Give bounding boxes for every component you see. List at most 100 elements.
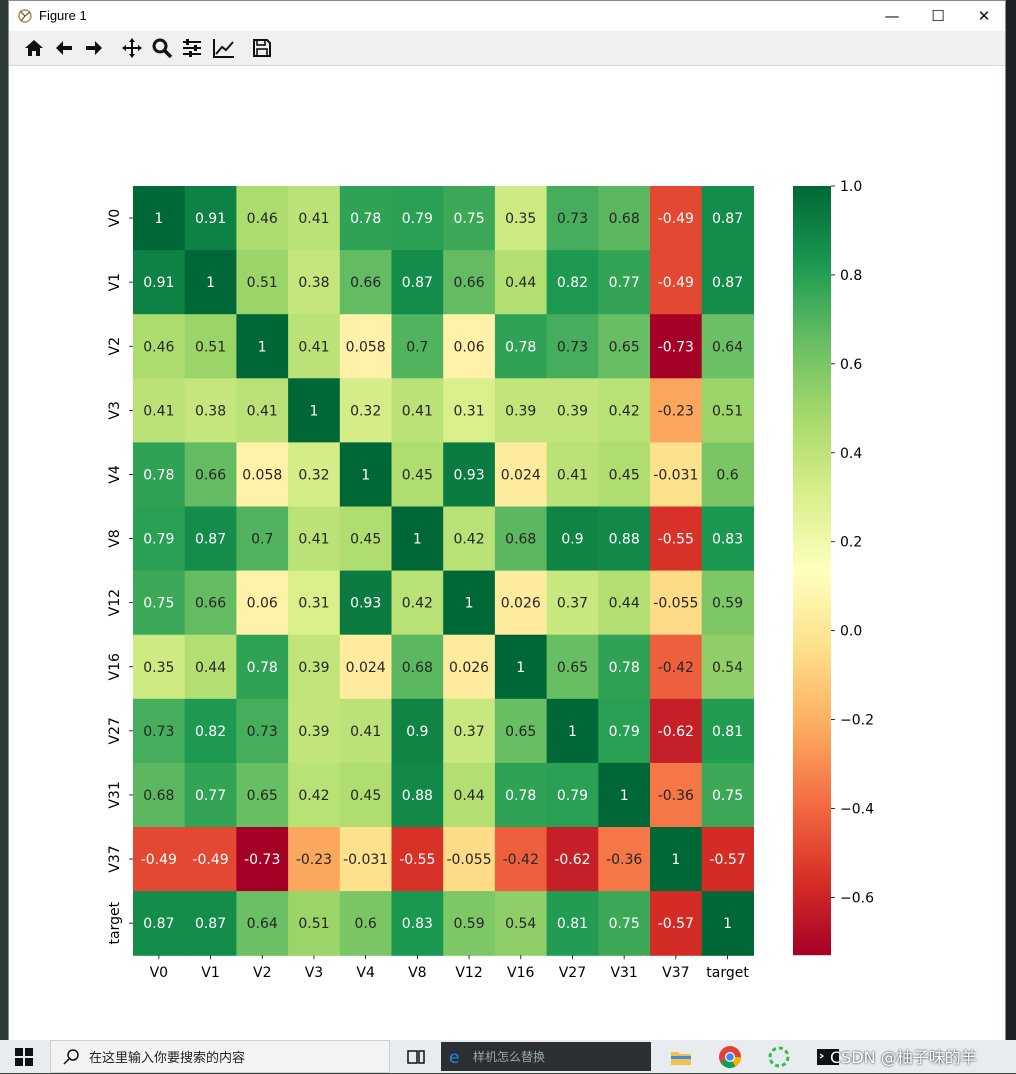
x-tick-label: V2 <box>253 965 271 981</box>
heatmap-cell-annotation: 0.41 <box>402 403 433 419</box>
heatmap-cell <box>288 378 341 443</box>
heatmap-cell <box>546 570 599 636</box>
heatmap-cell-annotation: 0.41 <box>557 467 588 483</box>
heatmap-cell <box>650 186 703 251</box>
y-tick-label: V2 <box>107 337 123 355</box>
heatmap-cell-annotation: 0.87 <box>712 275 743 291</box>
y-tick-label: V16 <box>107 653 123 680</box>
heatmap-cell <box>184 762 237 828</box>
heatmap-cell-annotation: 0.41 <box>143 403 174 419</box>
heatmap-cell-annotation: -0.031 <box>653 467 698 483</box>
heatmap-cell <box>443 314 496 379</box>
heatmap-cell-annotation: 0.9 <box>406 724 428 740</box>
heatmap-cell-annotation: 0.46 <box>247 211 278 227</box>
forward-icon[interactable] <box>81 35 107 61</box>
heatmap-cell <box>598 762 651 828</box>
heatmap-cell <box>494 506 548 572</box>
minimize-button[interactable]: — <box>884 7 900 25</box>
maximize-button[interactable]: ☐ <box>931 7 945 25</box>
heatmap-cell <box>494 186 548 251</box>
heatmap-cell-annotation: 0.39 <box>298 660 329 676</box>
heatmap-cell-annotation: 0.39 <box>557 403 588 419</box>
heatmap-cell <box>288 186 341 251</box>
heatmap-cell <box>391 378 444 443</box>
heatmap-cell <box>133 827 186 892</box>
heatmap-cell-annotation: 0.66 <box>350 275 381 291</box>
heatmap-cell <box>339 634 393 700</box>
heatmap-cell <box>339 250 393 315</box>
figure-canvas[interactable]: 1 0.91 0.46 0.41 0.78 0.79 0.75 0.35 0.73 0.68 -0.… <box>9 66 1005 1041</box>
heatmap-cell-annotation: -0.55 <box>658 532 694 548</box>
y-tick-label: V12 <box>107 589 123 616</box>
heatmap-cell-annotation: 0.73 <box>557 211 588 227</box>
configure-subplots-icon[interactable] <box>179 35 205 61</box>
heatmap-cell-annotation: 0.66 <box>195 596 226 612</box>
heatmap-cell-annotation: 0.51 <box>712 403 743 419</box>
heatmap-cell-annotation: 0.024 <box>346 660 386 676</box>
heatmap-cell <box>443 506 496 572</box>
heatmap-cell <box>184 314 237 379</box>
heatmap-cell-annotation: 0.78 <box>505 788 536 804</box>
heatmap-cell <box>133 186 186 251</box>
heatmap-cell-annotation: -0.42 <box>658 660 694 676</box>
heatmap-cell-annotation: 0.31 <box>298 596 329 612</box>
back-icon[interactable] <box>51 35 77 61</box>
heatmap-cell <box>288 442 341 508</box>
heatmap-cell <box>236 378 289 443</box>
zoom-icon[interactable] <box>149 35 175 61</box>
desktop-background-right <box>1006 0 1016 1040</box>
heatmap-cell <box>494 634 548 700</box>
save-icon[interactable] <box>249 35 275 61</box>
heatmap-cell <box>598 442 651 508</box>
heatmap-cell-annotation: 0.7 <box>406 339 428 355</box>
title-bar[interactable]: Figure 1 — ☐ ✕ <box>9 1 1005 31</box>
chrome-icon[interactable] <box>717 1044 743 1070</box>
close-button[interactable]: ✕ <box>977 7 991 25</box>
heatmap-cell-annotation: 0.68 <box>143 788 174 804</box>
edit-axis-icon[interactable] <box>211 35 237 61</box>
heatmap-cell <box>391 442 444 508</box>
heatmap-cell-annotation: 0.79 <box>609 724 640 740</box>
task-view-icon[interactable] <box>403 1044 429 1070</box>
home-icon[interactable] <box>21 35 47 61</box>
heatmap-cell <box>494 698 548 764</box>
heatmap-cell <box>546 891 599 956</box>
file-explorer-icon[interactable] <box>668 1044 694 1070</box>
heatmap-cell-annotation: 0.87 <box>143 916 174 932</box>
heatmap-cell-annotation: 0.82 <box>557 275 588 291</box>
csdn-watermark: CSDN @柚子味的羊 <box>830 1048 977 1067</box>
heatmap-cell <box>236 634 289 700</box>
heatmap-cell-annotation: -0.23 <box>658 403 694 419</box>
heatmap-cell <box>236 506 289 572</box>
heatmap-cell <box>494 250 548 315</box>
heatmap-cell <box>391 314 444 379</box>
x-tick-label: V1 <box>201 965 219 981</box>
heatmap-cell-annotation: 0.75 <box>453 211 484 227</box>
heatmap-cell-annotation: 1 <box>723 916 732 932</box>
heatmap-cell <box>443 762 496 828</box>
browser-search-box[interactable]: e 样机怎么替换 <box>441 1042 651 1071</box>
heatmap-cell <box>546 378 599 443</box>
heatmap-cell <box>391 698 444 764</box>
heatmap-cell <box>133 762 186 828</box>
heatmap-cell <box>650 634 703 700</box>
heatmap-cell <box>701 186 754 251</box>
heatmap-cell-annotation: 0.87 <box>712 211 743 227</box>
ie-icon: e <box>449 1048 459 1067</box>
heatmap-cell <box>443 442 496 508</box>
heatmap-cell-annotation: 0.06 <box>247 596 278 612</box>
start-button[interactable] <box>0 1040 48 1073</box>
heatmap-cell <box>598 570 651 636</box>
x-tick-label: V0 <box>150 965 168 981</box>
heatmap-cell-annotation: 0.6 <box>716 467 738 483</box>
taskbar-search[interactable]: 在这里输入你要搜索的内容 <box>50 1040 390 1073</box>
loading-app-icon[interactable] <box>766 1044 792 1070</box>
heatmap-cell-annotation: 0.79 <box>402 211 433 227</box>
heatmap-cell <box>494 762 548 828</box>
terminal-icon[interactable] <box>815 1044 841 1070</box>
heatmap-cell <box>494 827 548 892</box>
pan-icon[interactable] <box>119 35 145 61</box>
heatmap-cell-annotation: 0.78 <box>505 339 536 355</box>
heatmap-cell-annotation: 0.026 <box>449 660 489 676</box>
y-tick-label: V0 <box>107 209 123 227</box>
